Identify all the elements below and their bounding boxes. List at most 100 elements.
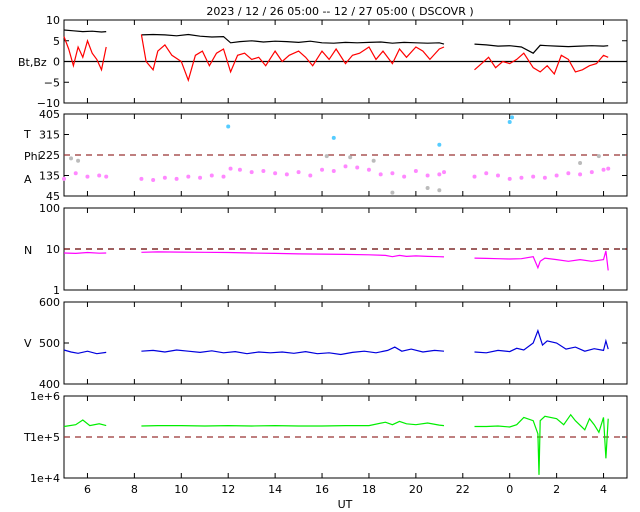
data-point [425, 186, 430, 191]
data-point [366, 167, 371, 172]
data-point [151, 178, 156, 183]
panel-ylabel: V [24, 337, 32, 350]
x-tick-label: 16 [315, 483, 329, 496]
data-point [221, 174, 226, 179]
data-point [437, 142, 442, 147]
data-point [390, 171, 395, 176]
data-point [589, 170, 594, 175]
y-tick-label: 0 [53, 56, 60, 69]
data-point [437, 172, 442, 177]
data-point [228, 166, 233, 171]
series-line [63, 29, 609, 54]
data-point [578, 160, 583, 165]
x-tick-label: 22 [456, 483, 470, 496]
y-tick-label: 400 [39, 378, 60, 391]
panel-angles: 405 315 225 135 45 T Phi A [23, 108, 628, 203]
x-tick-label: 4 [600, 483, 607, 496]
y-tick-label: 315 [39, 129, 60, 142]
panel-velocity: 600 500 400 V [24, 296, 628, 391]
series-line [63, 413, 609, 475]
data-point [578, 172, 583, 177]
data-point [601, 167, 606, 172]
data-point [139, 176, 144, 181]
data-point [437, 188, 442, 193]
y-tick-label: 1 [53, 284, 60, 297]
data-point [331, 168, 336, 173]
panel-ylabel: Bt,Bz [18, 56, 47, 69]
panel-mag: 10 5 0 −5 −10 Bt,Bz [18, 14, 628, 110]
data-point [226, 124, 231, 129]
series-line [63, 34, 609, 83]
data-point [73, 171, 78, 176]
data-point [85, 174, 90, 179]
x-tick-label: 14 [268, 483, 282, 496]
data-point [174, 176, 179, 181]
data-point [554, 173, 559, 178]
data-point [284, 172, 289, 177]
data-point [542, 175, 547, 180]
x-tick-label: 8 [131, 483, 138, 496]
data-point [371, 158, 376, 163]
y-tick-label: 1e+4 [30, 472, 60, 485]
data-point [62, 176, 66, 181]
x-tick-label: 18 [362, 483, 376, 496]
data-point [324, 154, 329, 159]
data-point [261, 168, 266, 173]
panel-ylabel: T [23, 431, 31, 444]
y-tick-label: 225 [39, 149, 60, 162]
x-tick-label: 10 [174, 483, 188, 496]
data-point [531, 174, 536, 179]
y-tick-label: 600 [39, 296, 60, 309]
data-point [97, 173, 102, 178]
data-point [378, 172, 383, 177]
data-point [69, 156, 74, 161]
series-line [63, 250, 609, 271]
data-point [566, 171, 571, 176]
data-point [296, 170, 301, 175]
data-point [425, 173, 430, 178]
data-point [343, 164, 348, 169]
y-tick-label: 45 [46, 190, 60, 203]
data-point [484, 171, 489, 176]
data-point [273, 171, 278, 176]
data-point [331, 135, 336, 140]
y-tick-label: 5 [53, 35, 60, 48]
data-point [186, 174, 191, 179]
data-point [390, 190, 395, 195]
y-tick-label: 10 [46, 243, 60, 256]
data-point [162, 175, 167, 180]
panel-frame [63, 301, 628, 385]
data-point [472, 174, 477, 179]
data-point [76, 158, 81, 163]
data-point [198, 175, 203, 180]
chart-title: 2023 / 12 / 26 05:00 -- 12 / 27 05:00 ( … [206, 5, 473, 18]
x-tick-label: 0 [506, 483, 513, 496]
x-axis-label: UT [338, 498, 353, 511]
y-tick-label: 100 [39, 202, 60, 215]
data-point [104, 174, 109, 179]
data-point [249, 170, 254, 175]
data-point [320, 167, 325, 172]
data-point [413, 168, 418, 173]
data-point [507, 176, 512, 181]
x-tick-label: 20 [409, 483, 423, 496]
x-tick-label: 6 [84, 483, 91, 496]
data-point [308, 173, 313, 178]
data-point [519, 175, 524, 180]
x-tick-label: 12 [221, 483, 235, 496]
y-tick-label: 1e+6 [30, 390, 60, 403]
data-point [606, 166, 611, 171]
data-point [510, 115, 515, 120]
y-tick-label: 500 [39, 337, 60, 350]
panel-ylabel: T [23, 128, 31, 141]
panel-ylabel: Phi [24, 150, 41, 163]
data-point [355, 165, 360, 170]
x-tick-label: 2 [553, 483, 560, 496]
data-point [495, 173, 500, 178]
y-tick-label: 135 [39, 170, 60, 183]
panel-temperature: 1e+6 1e+5 1e+4 T 6 8 10 12 14 16 18 20 22 0 2 4 [23, 390, 628, 496]
data-point [402, 174, 407, 179]
data-point [209, 173, 214, 178]
data-point [596, 154, 601, 159]
